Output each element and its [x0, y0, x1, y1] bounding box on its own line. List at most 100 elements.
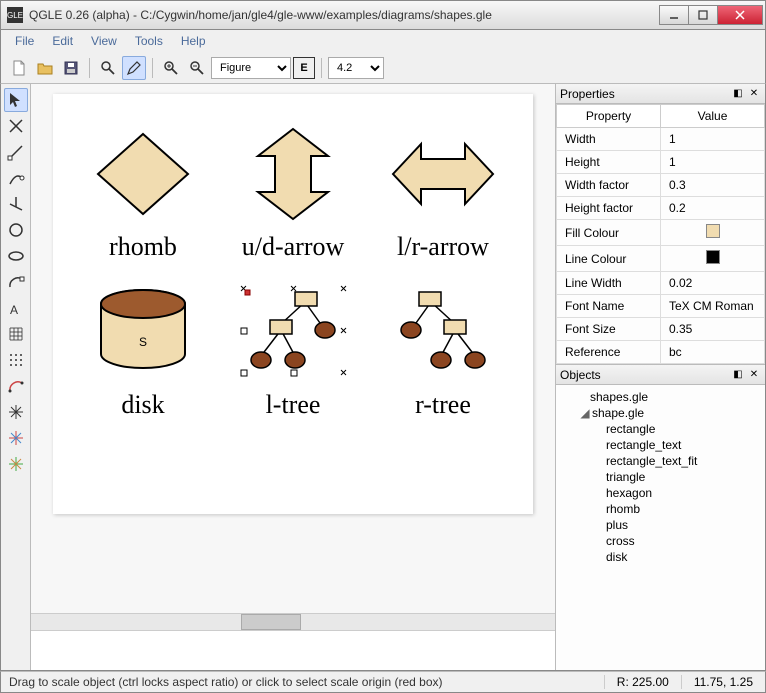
status-message: Drag to scale object (ctrl locks aspect … — [1, 675, 604, 689]
property-value[interactable] — [661, 220, 765, 246]
shape-lr-arrow: l/r-arrow — [373, 124, 513, 262]
property-key: Height factor — [557, 197, 661, 220]
perpendicular-tool[interactable] — [4, 192, 28, 216]
property-key: Font Size — [557, 318, 661, 341]
close-panel-icon[interactable]: ✕ — [747, 368, 761, 382]
pointer-tool[interactable] — [4, 88, 28, 112]
toolbar: Figure E 4.2 — [0, 52, 766, 84]
open-file-button[interactable] — [33, 56, 57, 80]
object-tree-item[interactable]: hexagon — [556, 485, 765, 501]
status-coords: 11.75, 1.25 — [681, 675, 765, 689]
properties-panel: Properties ◧ ✕ PropertyValue Width1Heigh… — [556, 84, 765, 364]
tangent-tool[interactable] — [4, 166, 28, 190]
menu-tools[interactable]: Tools — [127, 32, 171, 50]
text-tool[interactable]: A — [4, 296, 28, 320]
grid-tool[interactable] — [4, 322, 28, 346]
menu-file[interactable]: File — [7, 32, 42, 50]
property-key: Width — [557, 128, 661, 151]
status-r-value: R: 225.00 — [604, 675, 681, 689]
e-mode-button[interactable]: E — [293, 57, 315, 79]
menu-edit[interactable]: Edit — [44, 32, 81, 50]
property-col-header: Property — [557, 105, 661, 128]
snap-star-tool[interactable] — [4, 400, 28, 424]
new-file-button[interactable] — [7, 56, 31, 80]
save-file-button[interactable] — [59, 56, 83, 80]
close-panel-icon[interactable]: ✕ — [747, 87, 761, 101]
snap-grid-tool[interactable] — [4, 348, 28, 372]
objects-panel-title: Objects — [560, 368, 729, 382]
property-value[interactable]: bc — [661, 341, 765, 364]
snap-color-star-tool[interactable] — [4, 426, 28, 450]
toolbox: A — [1, 84, 31, 670]
shape-l-tree[interactable]: l-tree — [223, 282, 363, 420]
figure-select[interactable]: Figure — [211, 57, 291, 79]
property-key: Font Name — [557, 295, 661, 318]
canvas-bottom-pane — [31, 630, 555, 670]
property-value[interactable]: 1 — [661, 151, 765, 174]
canvas-area: rhomb u/d-arrow l/r-arrow S — [31, 84, 555, 670]
arc-tool[interactable] — [4, 270, 28, 294]
object-tree-item[interactable]: shapes.gle — [556, 389, 765, 405]
edit-tool-button[interactable] — [122, 56, 146, 80]
zoom-in-button[interactable] — [159, 56, 183, 80]
property-value[interactable]: 0.2 — [661, 197, 765, 220]
close-button[interactable] — [717, 5, 763, 25]
object-tree-item[interactable]: ◢shape.gle — [556, 405, 765, 421]
snap-color-star2-tool[interactable] — [4, 452, 28, 476]
osnap-arc-tool[interactable] — [4, 374, 28, 398]
property-value[interactable]: 1 — [661, 128, 765, 151]
property-key: Reference — [557, 341, 661, 364]
canvas-viewport[interactable]: rhomb u/d-arrow l/r-arrow S — [31, 84, 555, 613]
ellipse-tool[interactable] — [4, 244, 28, 268]
property-key: Line Colour — [557, 246, 661, 272]
property-value[interactable]: TeX CM Roman — [661, 295, 765, 318]
app-icon: GLE — [7, 7, 23, 23]
property-value[interactable] — [661, 246, 765, 272]
shape-label: rhomb — [109, 232, 177, 262]
zoom-select[interactable]: 4.2 — [328, 57, 384, 79]
value-col-header: Value — [661, 105, 765, 128]
menubar: File Edit View Tools Help — [0, 30, 766, 52]
object-tree-item[interactable]: rectangle — [556, 421, 765, 437]
object-tree-item[interactable]: triangle — [556, 469, 765, 485]
property-key: Width factor — [557, 174, 661, 197]
line-cross-tool[interactable] — [4, 114, 28, 138]
svg-text:S: S — [139, 335, 147, 349]
property-value[interactable]: 0.02 — [661, 272, 765, 295]
shape-label: disk — [121, 390, 164, 420]
shape-disk: S disk — [73, 282, 213, 420]
drawing-paper: rhomb u/d-arrow l/r-arrow S — [53, 94, 533, 514]
property-key: Fill Colour — [557, 220, 661, 246]
zoom-tool-button[interactable] — [96, 56, 120, 80]
shape-rhomb: rhomb — [73, 124, 213, 262]
line-tool[interactable] — [4, 140, 28, 164]
property-key: Line Width — [557, 272, 661, 295]
shape-r-tree: r-tree — [373, 282, 513, 420]
circle-tool[interactable] — [4, 218, 28, 242]
property-key: Height — [557, 151, 661, 174]
object-tree-item[interactable]: rectangle_text — [556, 437, 765, 453]
property-value[interactable]: 0.3 — [661, 174, 765, 197]
object-tree-item[interactable]: disk — [556, 549, 765, 565]
horizontal-scrollbar[interactable] — [31, 613, 555, 630]
zoom-out-button[interactable] — [185, 56, 209, 80]
statusbar: Drag to scale object (ctrl locks aspect … — [0, 671, 766, 693]
menu-view[interactable]: View — [83, 32, 125, 50]
objects-panel: Objects ◧ ✕ shapes.gle◢shape.glerectangl… — [556, 364, 765, 670]
undock-icon[interactable]: ◧ — [731, 87, 745, 101]
undock-icon[interactable]: ◧ — [731, 368, 745, 382]
maximize-button[interactable] — [688, 5, 718, 25]
menu-help[interactable]: Help — [173, 32, 214, 50]
svg-text:A: A — [10, 303, 18, 317]
object-tree-item[interactable]: plus — [556, 517, 765, 533]
object-tree-item[interactable]: rhomb — [556, 501, 765, 517]
property-value[interactable]: 0.35 — [661, 318, 765, 341]
properties-panel-title: Properties — [560, 87, 729, 101]
object-tree-item[interactable]: cross — [556, 533, 765, 549]
minimize-button[interactable] — [659, 5, 689, 25]
shape-label: u/d-arrow — [242, 232, 345, 262]
object-tree-item[interactable]: rectangle_text_fit — [556, 453, 765, 469]
shape-label: l/r-arrow — [397, 232, 489, 262]
shape-label: r-tree — [415, 390, 471, 420]
titlebar: GLE QGLE 0.26 (alpha) - C:/Cygwin/home/j… — [0, 0, 766, 30]
